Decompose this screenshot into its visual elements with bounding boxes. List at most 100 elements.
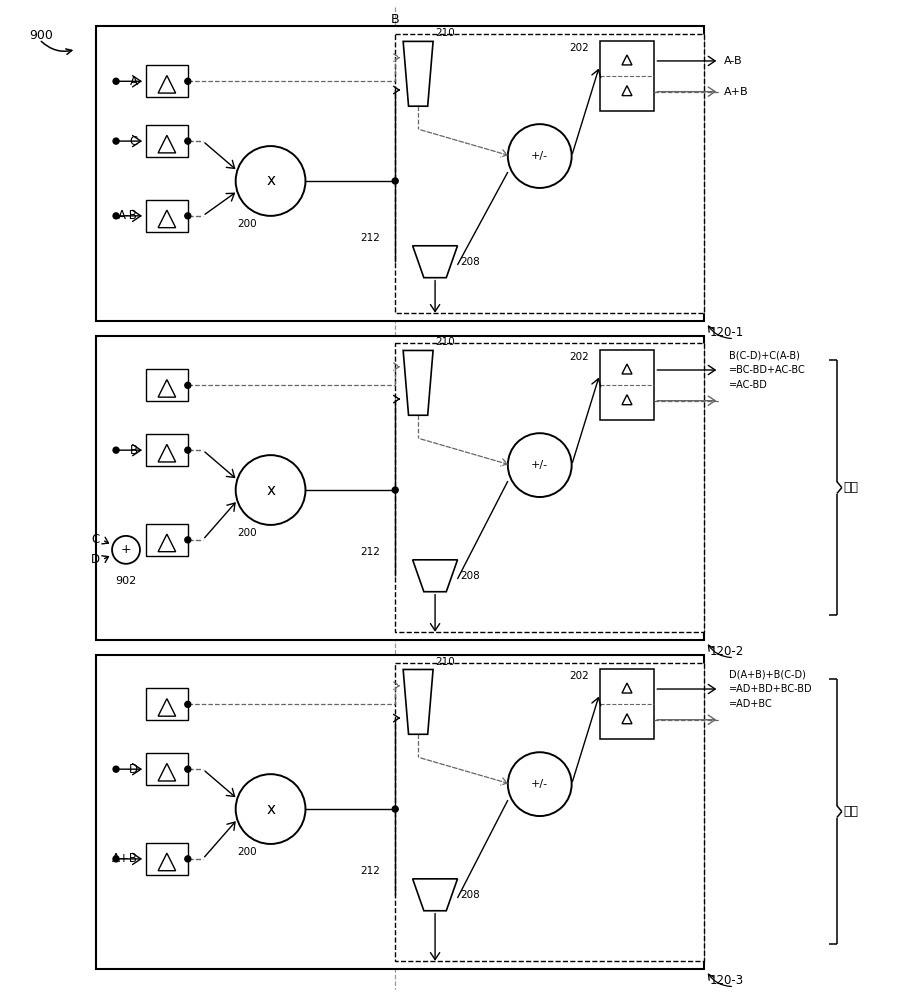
Bar [146, 524, 188, 556]
Text: 200: 200 [237, 847, 257, 857]
Polygon shape [412, 560, 457, 592]
Text: B: B [130, 444, 138, 457]
Polygon shape [158, 699, 176, 716]
Bar [395, 343, 704, 632]
Text: 虚部: 虚部 [844, 805, 858, 818]
Circle shape [113, 447, 119, 453]
Bar [96, 26, 704, 321]
Circle shape [185, 382, 191, 388]
Text: D: D [91, 553, 100, 566]
Text: 208: 208 [461, 571, 480, 581]
Circle shape [185, 537, 191, 543]
Text: D: D [129, 763, 138, 776]
Circle shape [113, 856, 119, 862]
Text: =AC-BD: =AC-BD [729, 380, 768, 390]
Text: 202: 202 [570, 43, 589, 53]
Circle shape [235, 455, 305, 525]
Text: 208: 208 [461, 257, 480, 267]
Text: 212: 212 [360, 233, 380, 243]
Text: x: x [266, 483, 275, 498]
Text: 208: 208 [461, 890, 480, 900]
Text: 实部: 实部 [844, 481, 858, 494]
Text: x: x [266, 173, 275, 188]
Polygon shape [403, 41, 433, 106]
Circle shape [235, 774, 305, 844]
Text: 210: 210 [435, 337, 455, 347]
Circle shape [185, 138, 191, 144]
Circle shape [185, 856, 191, 862]
Text: C: C [92, 533, 100, 546]
Circle shape [185, 766, 191, 772]
Text: +/-: +/- [531, 151, 549, 161]
Text: 212: 212 [360, 547, 380, 557]
Circle shape [185, 447, 191, 453]
Text: 210: 210 [435, 28, 455, 38]
Text: A: A [130, 75, 138, 88]
Bar [146, 369, 188, 401]
Circle shape [113, 78, 119, 84]
Bar [146, 65, 188, 97]
Circle shape [507, 433, 572, 497]
Text: =AD+BD+BC-BD: =AD+BD+BC-BD [729, 684, 812, 694]
Circle shape [113, 213, 119, 219]
Circle shape [112, 536, 140, 564]
Circle shape [392, 487, 398, 493]
Bar [96, 336, 704, 640]
Text: +/-: +/- [531, 460, 549, 470]
Text: 200: 200 [237, 219, 257, 229]
Bar [600, 41, 654, 111]
Text: 202: 202 [570, 352, 589, 362]
Circle shape [185, 213, 191, 219]
Text: A+B: A+B [725, 87, 748, 97]
Text: 210: 210 [435, 657, 455, 667]
Text: 120-3: 120-3 [709, 974, 744, 987]
Text: B: B [391, 13, 399, 26]
Text: B(C-D)+C(A-B): B(C-D)+C(A-B) [729, 350, 800, 360]
Text: =AD+BC: =AD+BC [729, 699, 773, 709]
Text: 212: 212 [360, 866, 380, 876]
Text: A+B: A+B [112, 852, 138, 865]
Polygon shape [403, 669, 433, 734]
Polygon shape [622, 395, 632, 405]
Text: 200: 200 [237, 528, 257, 538]
Polygon shape [622, 55, 632, 65]
Polygon shape [158, 534, 176, 552]
Circle shape [392, 178, 398, 184]
Bar [146, 125, 188, 157]
Circle shape [507, 124, 572, 188]
Polygon shape [412, 246, 457, 278]
Polygon shape [622, 714, 632, 724]
Text: D(A+B)+B(C-D): D(A+B)+B(C-D) [729, 669, 806, 679]
Polygon shape [622, 86, 632, 96]
Text: 902: 902 [115, 576, 136, 586]
Circle shape [507, 752, 572, 816]
Text: A-B: A-B [725, 56, 743, 66]
Polygon shape [158, 763, 176, 781]
Circle shape [113, 138, 119, 144]
Bar [146, 688, 188, 720]
Bar [395, 34, 704, 313]
Circle shape [185, 701, 191, 707]
Polygon shape [403, 350, 433, 415]
Bar [600, 350, 654, 420]
Bar [146, 843, 188, 875]
Polygon shape [158, 135, 176, 153]
Text: x: x [266, 802, 275, 817]
Polygon shape [412, 879, 457, 911]
Polygon shape [158, 380, 176, 397]
Bar [146, 434, 188, 466]
Circle shape [113, 766, 119, 772]
Text: 900: 900 [29, 29, 53, 42]
Text: +/-: +/- [531, 779, 549, 789]
Polygon shape [158, 853, 176, 871]
Circle shape [392, 806, 398, 812]
Circle shape [185, 78, 191, 84]
Polygon shape [158, 76, 176, 93]
Text: C: C [130, 135, 138, 148]
Text: A-B: A-B [118, 209, 138, 222]
Text: +: + [121, 543, 131, 556]
Polygon shape [158, 444, 176, 462]
Text: 202: 202 [570, 671, 589, 681]
Polygon shape [158, 210, 176, 228]
Bar [395, 663, 704, 961]
